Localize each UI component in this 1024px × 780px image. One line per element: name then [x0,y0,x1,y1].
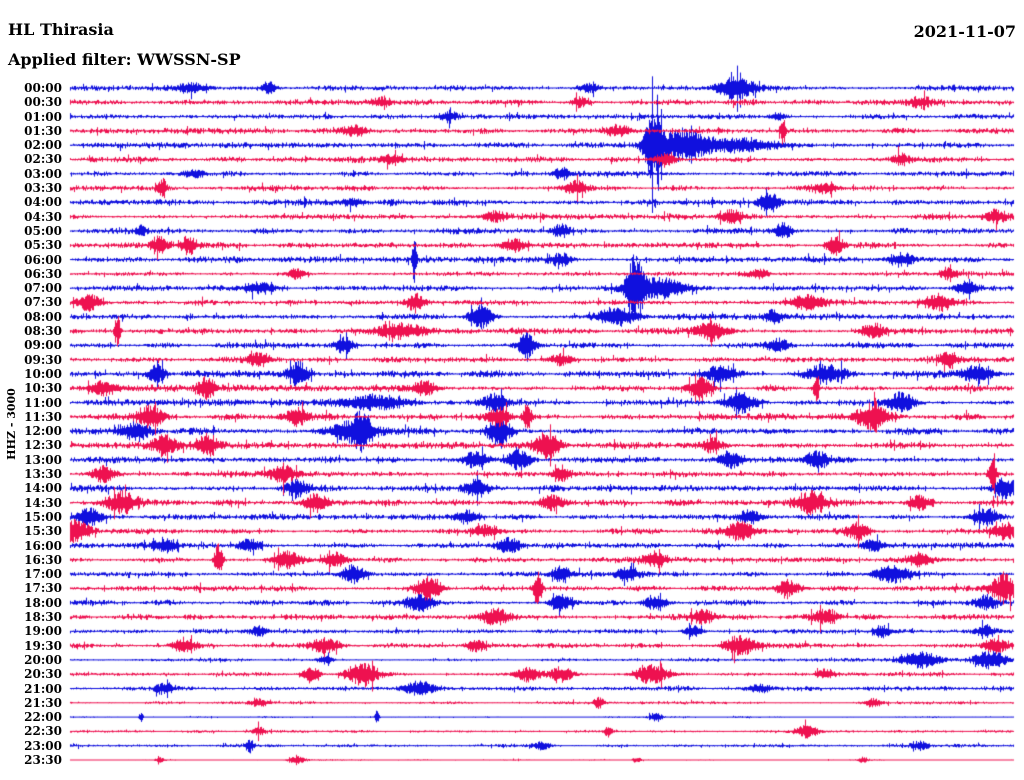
row-time-label: 03:00 [24,166,62,181]
row-time-label: 01:00 [24,109,62,124]
row-time-label: 08:30 [24,324,62,339]
row-time-label: 01:30 [24,123,62,138]
row-time-label: 17:00 [24,567,62,582]
row-time-label: 19:30 [24,638,62,653]
row-time-label: 04:30 [24,209,62,224]
row-time-label: 03:30 [24,181,62,196]
row-time-label: 23:00 [24,738,62,753]
row-time-label: 12:00 [24,424,62,439]
row-time-label: 22:00 [24,710,62,725]
row-time-label: 15:00 [24,509,62,524]
row-time-label: 16:00 [24,538,62,553]
row-time-label: 09:30 [24,352,62,367]
row-time-label: 21:30 [24,695,62,710]
row-time-label: 11:00 [24,395,62,410]
row-time-label: 06:00 [24,252,62,267]
time-axis-labels: 00:00 00:30 01:00 01:30 02:00 02:30 03:00 03:30… [0,0,64,780]
row-time-label: 20:00 [24,652,62,667]
row-time-label: 19:00 [24,624,62,639]
row-time-label: 02:00 [24,138,62,153]
row-time-label: 07:30 [24,295,62,310]
row-time-label: 02:30 [24,152,62,167]
row-time-label: 20:30 [24,667,62,682]
row-time-label: 21:00 [24,681,62,696]
row-time-label: 10:00 [24,366,62,381]
row-time-label: 18:00 [24,595,62,610]
row-time-label: 00:00 [24,81,62,95]
row-time-label: 14:30 [24,495,62,510]
row-time-label: 13:30 [24,467,62,482]
row-time-label: 16:30 [24,552,62,567]
row-time-label: 13:00 [24,452,62,467]
row-time-label: 23:30 [24,753,62,767]
row-time-label: 15:30 [24,524,62,539]
row-time-label: 06:30 [24,266,62,281]
row-time-label: 09:00 [24,338,62,353]
row-time-label: 10:30 [24,381,62,396]
row-time-label: 17:30 [24,581,62,596]
row-time-label: 22:30 [24,724,62,739]
plot-date: 2021-11-07 [913,22,1016,41]
row-time-label: 05:00 [24,223,62,238]
row-time-label: 04:00 [24,195,62,210]
row-time-label: 12:30 [24,438,62,453]
row-time-label: 00:30 [24,95,62,110]
row-time-label: 05:30 [24,238,62,253]
row-time-label: 18:30 [24,610,62,625]
station-title: HL Thirasia [8,20,114,39]
applied-filter-label: Applied filter: WWSSN-SP [8,50,241,69]
row-time-label: 08:00 [24,309,62,324]
row-time-label: 11:30 [24,409,62,424]
row-time-label: 07:00 [24,281,62,296]
row-time-label: 14:00 [24,481,62,496]
